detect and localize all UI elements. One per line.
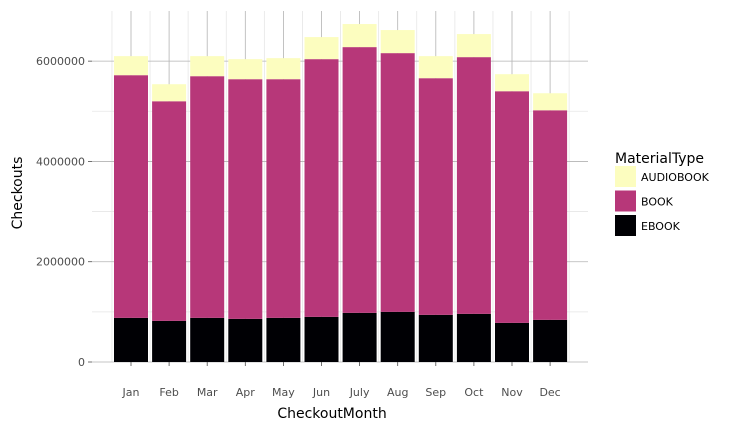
x-tick-label: Aug (387, 386, 408, 399)
x-tick-label: July (349, 386, 370, 399)
bar-audiobook-may (266, 58, 301, 80)
y-tick-label: 6000000 (36, 55, 85, 68)
legend-title: MaterialType (615, 151, 704, 167)
bar-audiobook-apr (228, 59, 263, 80)
bar-ebook-nov (495, 322, 529, 362)
bar-ebook-dec (533, 319, 568, 362)
legend-label-ebook: EBOOK (641, 220, 681, 233)
x-tick-label: Mar (197, 386, 218, 399)
y-tick-label: 2000000 (36, 256, 85, 269)
x-axis-title: CheckoutMonth (277, 406, 386, 422)
bar-book-sep (418, 78, 453, 315)
x-tick-label: Nov (501, 386, 523, 399)
bar-audiobook-aug (380, 30, 415, 54)
y-axis-title: Checkouts (10, 157, 26, 230)
legend-swatch-audiobook (615, 166, 636, 187)
bar-ebook-oct (456, 313, 491, 362)
bar-ebook-may (266, 317, 301, 362)
bar-ebook-sep (418, 314, 453, 362)
bar-ebook-jan (114, 317, 148, 362)
bar-ebook-mar (190, 317, 225, 362)
legend-label-book: BOOK (641, 196, 674, 209)
bar-book-apr (228, 79, 263, 319)
x-tick-label: Dec (539, 386, 560, 399)
bar-audiobook-feb (152, 84, 187, 102)
bar-ebook-july (342, 312, 377, 362)
bar-book-july (342, 47, 377, 313)
bar-audiobook-jun (304, 37, 339, 60)
x-tick-label: Jun (312, 386, 330, 399)
x-axis: Jan Feb Mar Apr May Jun July Aug Sep Oct Nov Dec (122, 362, 561, 399)
bar-book-aug (380, 53, 415, 312)
bar-audiobook-jan (114, 56, 148, 76)
bar-book-mar (190, 76, 225, 318)
legend: MaterialType AUDIOBOOK BOOK EBOOK (615, 151, 710, 236)
bar-audiobook-july (342, 24, 377, 48)
y-tick-label: 4000000 (36, 155, 85, 168)
bar-book-dec (533, 110, 568, 320)
x-tick-label: May (272, 386, 295, 399)
minor-gridlines (92, 11, 588, 362)
x-tick-label: Oct (464, 386, 484, 399)
bar-ebook-jun (304, 316, 339, 362)
legend-label-audiobook: AUDIOBOOK (641, 171, 710, 184)
bar-book-feb (152, 101, 187, 321)
bar-audiobook-mar (190, 56, 225, 77)
bar-audiobook-oct (456, 34, 491, 58)
x-tick-label: Jan (122, 386, 140, 399)
x-tick-label: Sep (425, 386, 446, 399)
x-tick-label: Feb (159, 386, 178, 399)
bars (114, 24, 568, 362)
legend-swatch-book (615, 190, 636, 212)
bar-ebook-aug (380, 311, 415, 362)
y-tick-label: 0 (78, 356, 85, 369)
bar-book-jun (304, 59, 339, 317)
x-tick-label: Apr (236, 386, 256, 399)
legend-swatch-ebook (615, 215, 636, 236)
bar-book-may (266, 79, 301, 318)
bar-book-jan (114, 75, 148, 318)
bar-book-oct (456, 57, 491, 314)
y-axis: 0 2000000 4000000 6000000 (36, 55, 92, 369)
bar-ebook-feb (152, 320, 187, 362)
bar-audiobook-nov (495, 74, 529, 92)
bar-audiobook-sep (418, 56, 453, 79)
bar-ebook-apr (228, 318, 263, 362)
bar-book-nov (495, 91, 529, 323)
bar-audiobook-dec (533, 93, 568, 111)
